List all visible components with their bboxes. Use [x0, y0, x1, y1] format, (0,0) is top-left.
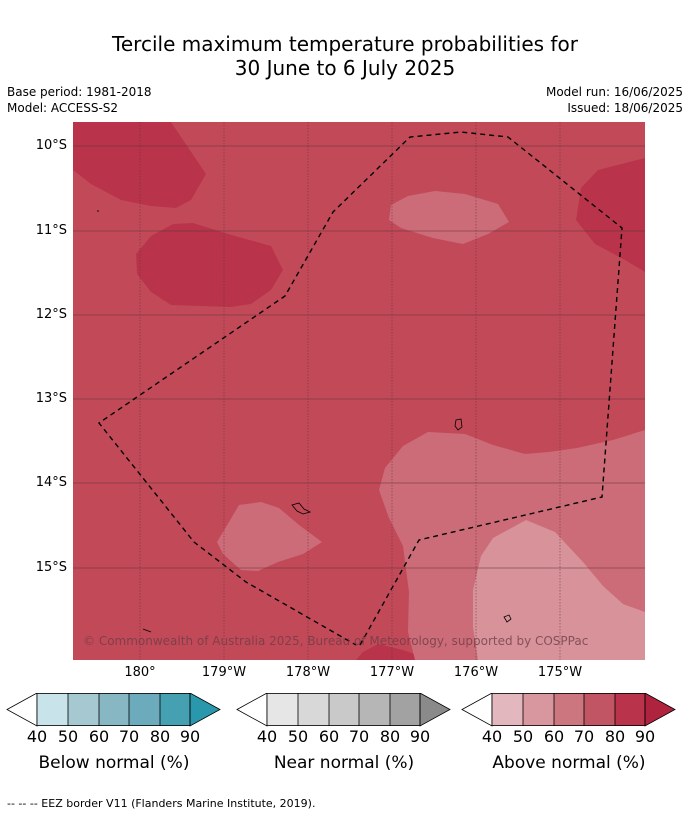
legend-below-normal-swatch — [160, 693, 190, 726]
legend-below-normal-title: Below normal (%) — [38, 753, 190, 773]
issued-date: Issued: 18/06/2025 — [567, 101, 683, 115]
above-normal-50-60-zone-southwest — [217, 502, 322, 571]
legend-above-normal-swatch — [584, 693, 615, 726]
island-outline — [503, 614, 512, 623]
model-run: Model run: 16/06/2025 — [545, 85, 683, 99]
legend-near-normal-ticks: 40 50 60 70 80 90 — [236, 728, 452, 748]
above-normal-70-80-zone-east — [576, 158, 645, 272]
eez-border — [97, 131, 623, 646]
title-line-1: Tercile maximum temperature probabilitie… — [112, 32, 578, 56]
legend-near-normal-colorbar — [236, 693, 451, 727]
legend-near-normal-swatch — [390, 693, 420, 726]
lon-label-176w: 176°W — [453, 665, 499, 680]
lat-label-15s: 15°S — [35, 560, 67, 575]
legend-tick: 90 — [179, 727, 201, 746]
base-period: Base period: 1981-2018 — [7, 85, 152, 99]
legend-below-normal-min-arrow — [6, 693, 38, 727]
legend-above-normal-swatch — [615, 693, 645, 726]
legend-tick: 80 — [604, 727, 626, 746]
legend-near-normal-title: Near normal (%) — [273, 753, 415, 773]
legend-above-normal-swatch — [492, 693, 523, 726]
legend-tick: 70 — [348, 727, 370, 746]
island-outline — [142, 628, 152, 633]
legend-near-normal-max-arrow — [419, 693, 451, 727]
lat-label-13s: 13°S — [35, 391, 67, 406]
legend-tick: 60 — [318, 727, 340, 746]
legend-tick: 40 — [256, 727, 278, 746]
legend-below-normal-swatch — [68, 693, 99, 726]
legend-above-normal-max-arrow — [644, 693, 676, 727]
eez-footnote: -- -- -- EEZ border V11 (Flanders Marine… — [7, 797, 316, 810]
lon-label-175w: 175°W — [537, 665, 583, 680]
legend-tick: 90 — [634, 727, 656, 746]
legend-near-normal-min-arrow — [236, 693, 268, 727]
above-normal-70-80-zone-south — [356, 644, 431, 660]
island-outline — [454, 418, 463, 431]
island-outline — [97, 210, 99, 212]
lon-label-179w: 179°W — [201, 665, 247, 680]
legend-above-normal-ticks: 40 50 60 70 80 90 — [461, 728, 677, 748]
legend-tick: 60 — [543, 727, 565, 746]
legend-tick: 50 — [287, 727, 309, 746]
lon-label-180: 180° — [124, 665, 156, 680]
legend-above-normal-title: Above normal (%) — [492, 753, 646, 773]
model-name: Model: ACCESS-S2 — [7, 101, 119, 115]
copyright-notice: © Commonwealth of Australia 2025, Bureau… — [83, 634, 589, 648]
legend-tick: 40 — [26, 727, 48, 746]
lat-label-12s: 12°S — [35, 307, 67, 322]
lon-label-177w: 177°W — [369, 665, 415, 680]
island-outline — [291, 502, 312, 515]
graticule — [73, 122, 645, 660]
legend-near-normal-swatch — [359, 693, 390, 726]
legend-tick: 90 — [409, 727, 431, 746]
above-normal-70-80-zone-west — [136, 223, 283, 307]
legend-tick: 80 — [149, 727, 171, 746]
title-line-2: 30 June to 6 July 2025 — [234, 56, 456, 80]
legend-near-normal-swatch — [329, 693, 359, 726]
legend-tick: 80 — [379, 727, 401, 746]
legend-near-normal-swatch — [267, 693, 298, 726]
legend-tick: 60 — [88, 727, 110, 746]
probability-map — [73, 122, 645, 660]
legend-near-normal-swatch — [298, 693, 329, 726]
legend-tick: 70 — [573, 727, 595, 746]
legend-above-normal-swatch — [523, 693, 554, 726]
lon-label-178w: 178°W — [285, 665, 331, 680]
lat-label-14s: 14°S — [35, 475, 67, 490]
legend-tick: 50 — [512, 727, 534, 746]
map-area: © Commonwealth of Australia 2025, Bureau… — [73, 122, 645, 660]
legend-below-normal-ticks: 40 50 60 70 80 90 — [6, 728, 222, 748]
legend-below-normal-swatch — [37, 693, 68, 726]
legend-above-normal-colorbar — [461, 693, 676, 727]
legend-above-normal-swatch — [554, 693, 584, 726]
lat-label-11s: 11°S — [35, 223, 67, 238]
legend-below-normal-swatch — [129, 693, 160, 726]
lat-label-10s: 10°S — [35, 138, 67, 153]
legend-below-normal-max-arrow — [189, 693, 221, 727]
legend-above-normal-min-arrow — [461, 693, 493, 727]
legend-tick: 70 — [118, 727, 140, 746]
legend-tick: 50 — [57, 727, 79, 746]
legend-below-normal-colorbar — [6, 693, 221, 727]
legend-tick: 40 — [481, 727, 503, 746]
legend-below-normal-swatch — [99, 693, 129, 726]
above-normal-40-50-zone-southeast — [473, 520, 645, 660]
